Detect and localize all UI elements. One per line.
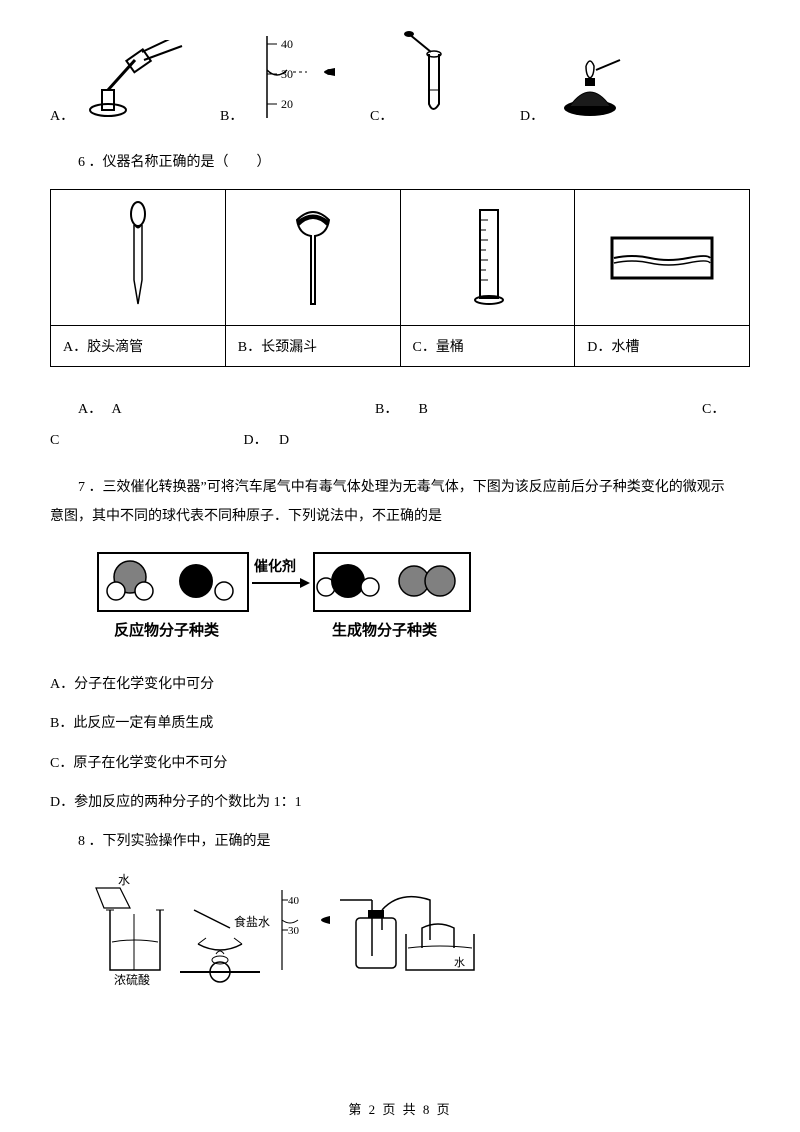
opt-a-value: A [112, 395, 372, 426]
q7-prompt-line1: 7 ．三效催化转换器”可将汽车尾气中有毒气体处理为无毒气体，下图为该反应前后分子… [50, 475, 750, 500]
table-cell-image-a [51, 190, 226, 326]
test-tube-icon [399, 30, 469, 125]
q8-experiment-diagram: 水 浓硫酸 食盐水 40 30 水 [90, 870, 750, 995]
q8-prompt: 8 ．下列实验操作中，正确的是 [50, 829, 750, 854]
opt-d-prefix: D． [244, 426, 276, 457]
opt-b-prefix: B． [375, 395, 415, 426]
q7-prompt-line2: 意图，其中不同的球代表不同种原子．下列说法中，不正确的是 [50, 504, 750, 529]
right-caption: 生成物分子种类 [332, 621, 438, 639]
left-caption: 反应物分子种类 [114, 621, 220, 639]
q5-option-d: D． [520, 50, 670, 125]
apparatus-icon [80, 40, 190, 125]
funnel-icon [283, 200, 343, 310]
opt-b-value: B [419, 395, 699, 426]
q5-option-images: A． B． 40 30 20 [50, 30, 750, 125]
q5-option-b: B． 40 30 20 [220, 30, 370, 125]
q5-option-c: C． [370, 30, 520, 125]
table-cell-label-a: A．胶头滴管 [51, 326, 226, 367]
cylinder-reading-icon: 40 30 20 [249, 30, 339, 125]
q7-option-a: A．分子在化学变化中可分 [50, 672, 750, 697]
alcohol-lamp-icon [550, 50, 630, 125]
option-label: D． [520, 105, 544, 125]
q7-options: A．分子在化学变化中可分 B．此反应一定有单质生成 C．原子在化学变化中不可分 … [50, 672, 750, 815]
option-label: C． [370, 105, 393, 125]
opt-a-prefix: A． [50, 395, 108, 426]
water-trough-icon [602, 220, 722, 290]
table-cell-label-d: D．水槽 [575, 326, 750, 367]
table-cell-image-b [225, 190, 400, 326]
q6-instrument-table: A．胶头滴管 B．长颈漏斗 C．量桶 D．水槽 [50, 189, 750, 367]
q6-answer-options: A． A B． B C． C D． D [50, 395, 750, 457]
table-cell-image-c [400, 190, 575, 326]
label-water: 水 [118, 873, 130, 887]
option-label: B． [220, 105, 243, 125]
tick-label: 40 [288, 895, 300, 907]
table-cell-image-d [575, 190, 750, 326]
dropper-icon [113, 200, 163, 310]
arrow-label: 催化剂 [254, 558, 296, 575]
q7-option-b: B．此反应一定有单质生成 [50, 711, 750, 736]
label-salt: 食盐水 [234, 914, 270, 929]
q7-option-d: D．参加反应的两种分子的个数比为 1：1 [50, 790, 750, 815]
tick-label: 40 [281, 37, 293, 51]
table-cell-label-c: C．量桶 [400, 326, 575, 367]
opt-d-value: D [279, 426, 289, 457]
tick-label: 30 [288, 925, 300, 937]
opt-c-value: C [50, 426, 240, 457]
page-footer: 第 2 页 共 8 页 [0, 1099, 800, 1118]
q5-option-a: A． [50, 40, 220, 125]
label-h2so4: 浓硫酸 [114, 972, 150, 987]
label-water2: 水 [454, 956, 465, 969]
graduated-cylinder-icon [462, 200, 512, 310]
tick-label: 20 [281, 97, 293, 111]
q7-reaction-diagram: 催化剂 反应物分子种类 生成物分子种类 [94, 547, 750, 652]
table-cell-label-b: B．长颈漏斗 [225, 326, 400, 367]
opt-c-prefix: C． [702, 395, 728, 426]
q7-option-c: C．原子在化学变化中不可分 [50, 751, 750, 776]
q6-prompt: 6 ．仪器名称正确的是（ ） [50, 150, 750, 175]
option-label: A． [50, 105, 74, 125]
